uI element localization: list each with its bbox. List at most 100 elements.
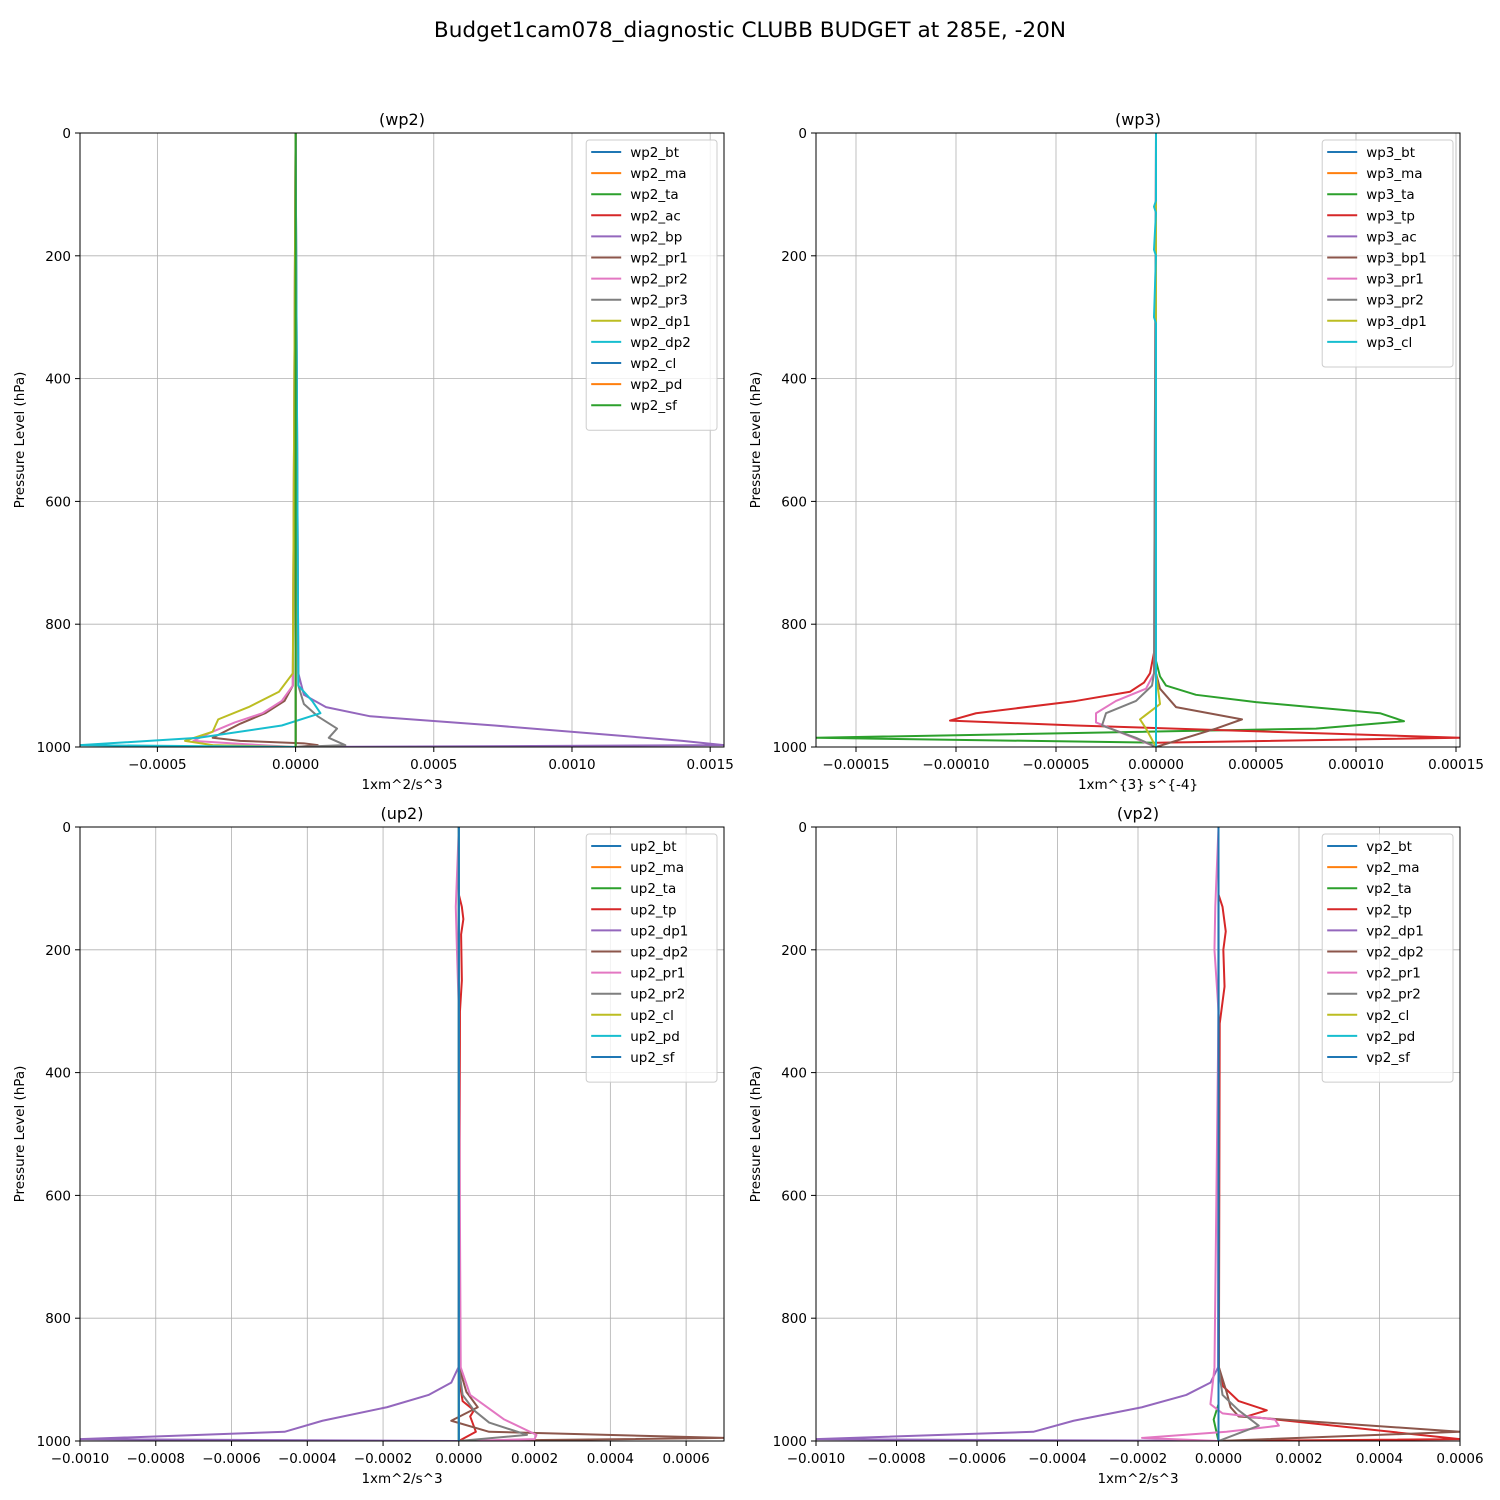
legend-label: wp3_dp1: [1366, 314, 1427, 330]
series-line-wp2_pr1: [211, 133, 319, 747]
legend-label: up2_ma: [630, 860, 684, 876]
series-line-wp3_tp: [949, 133, 1460, 747]
y-axis-label: Pressure Level (hPa): [748, 1066, 764, 1203]
legend: vp2_bt vp2_ma vp2_ta vp2_tp vp2_dp1 vp2_dp2vp…: [1321, 833, 1454, 1083]
y-tick-label: 800: [781, 617, 807, 633]
y-tick-label: 1000: [773, 1434, 807, 1450]
legend-label: wp2_pd: [630, 377, 682, 393]
legend-frame: [1321, 833, 1454, 1083]
x-axis-label: 1xm^2/s^3: [361, 777, 442, 793]
panel-title: (wp3): [1115, 110, 1161, 129]
series-line-wp2_bp: [294, 133, 724, 747]
legend-label: up2_cl: [630, 1008, 674, 1024]
x-tick-label: −0.0002: [1109, 1451, 1168, 1467]
legend-label: wp3_ac: [1366, 229, 1417, 245]
x-tick-label: 0.00010: [1328, 757, 1384, 773]
legend-label: wp2_pr1: [630, 251, 688, 267]
figure-suptitle: Budget1cam078_diagnostic CLUBB BUDGET at…: [434, 18, 1066, 43]
axes-frame: [79, 132, 725, 748]
y-tick-label: 800: [781, 1311, 807, 1327]
series-line-wp2_pr3: [294, 133, 347, 747]
x-tick-label: −0.0004: [1028, 1451, 1087, 1467]
legend-label: up2_dp2: [630, 945, 688, 961]
y-tick-label: 0: [798, 126, 807, 142]
y-axis-label: Pressure Level (hPa): [748, 372, 764, 509]
panel-title: (up2): [381, 804, 424, 823]
chart-panel-2: −0.00015 −0.00010 −0.00005 0.00000 0.00005 0.…: [748, 110, 1484, 793]
legend-label: wp2_sf: [630, 398, 678, 414]
x-tick-label: −0.0010: [51, 1451, 110, 1467]
y-axis-label: Pressure Level (hPa): [12, 372, 28, 509]
legend-label: vp2_pr2: [1366, 987, 1421, 1003]
legend-label: wp2_dp1: [630, 314, 691, 330]
series-line-vp2_dp1: [816, 827, 1220, 1441]
x-tick-label: 0.00015: [1428, 757, 1484, 773]
x-tick-label: −0.0005: [128, 757, 187, 773]
legend-label: wp2_ta: [630, 187, 679, 203]
series-line-wp2_pr2: [192, 133, 297, 747]
series-line-wp3_pr1: [1095, 133, 1157, 747]
x-tick-label: −0.0006: [948, 1451, 1007, 1467]
panel-title: (wp2): [379, 110, 425, 129]
legend-label: up2_tp: [630, 902, 676, 918]
chart-panel-3: −0.0010 −0.0008 −0.0006 −0.0004 −0.0002 0.000…: [12, 804, 725, 1487]
legend-label: vp2_sf: [1366, 1050, 1411, 1066]
series-line-up2_dp2: [450, 827, 724, 1441]
series-line-wp2_dp2: [80, 133, 322, 747]
legend-label: wp2_pr2: [630, 272, 688, 288]
legend-label: wp3_bp1: [1366, 251, 1427, 267]
legend-label: wp2_bp: [630, 229, 682, 245]
x-tick-label: 0.0000: [1195, 1451, 1242, 1467]
x-tick-label: 0.0002: [1275, 1451, 1322, 1467]
x-tick-label: 0.00005: [1228, 757, 1284, 773]
y-tick-label: 200: [781, 943, 807, 959]
legend-frame: [585, 139, 718, 431]
legend-label: vp2_ta: [1366, 881, 1411, 897]
legend-label: up2_pr2: [630, 987, 685, 1003]
x-tick-label: −0.0006: [202, 1451, 261, 1467]
series-line-wp2_dp1: [184, 133, 297, 747]
legend-label: up2_pr1: [630, 966, 685, 982]
legend: up2_bt up2_ma up2_ta up2_tp up2_dp1 up2_dp2up…: [585, 833, 718, 1083]
y-tick-label: 600: [781, 494, 807, 510]
legend-label: wp3_ta: [1366, 187, 1415, 203]
x-tick-label: 0.0010: [548, 757, 595, 773]
x-tick-label: 0.0015: [687, 757, 734, 773]
legend-label: wp3_cl: [1366, 335, 1412, 351]
y-tick-label: 200: [45, 943, 71, 959]
legend-label: up2_pd: [630, 1029, 680, 1045]
x-tick-label: 0.0005: [410, 757, 457, 773]
x-tick-label: 0.0004: [1356, 1451, 1403, 1467]
legend-label: wp3_tp: [1366, 208, 1415, 224]
x-tick-label: −0.0004: [278, 1451, 337, 1467]
series-line-wp3_cl: [1153, 133, 1157, 747]
legend-frame: [1321, 139, 1454, 368]
x-axis-label: 1xm^2/s^3: [1097, 1471, 1178, 1487]
y-tick-label: 600: [781, 1188, 807, 1204]
legend-label: wp3_ma: [1366, 166, 1422, 182]
series-group: [80, 133, 724, 747]
x-tick-label: −0.00005: [1022, 757, 1089, 773]
y-tick-label: 1000: [37, 1434, 71, 1450]
chart-panel-1: −0.0005 0.0000 0.0005 0.0010 0.0015 0 200 400 60…: [12, 110, 734, 793]
legend-label: up2_ta: [630, 881, 676, 897]
legend-label: wp3_pr2: [1366, 293, 1424, 309]
legend-label: wp2_cl: [630, 356, 676, 372]
legend-label: vp2_bt: [1366, 839, 1412, 855]
y-tick-label: 200: [45, 249, 71, 265]
series-line-vp2_pr1: [1141, 827, 1280, 1441]
legend-frame: [585, 833, 718, 1083]
x-tick-label: −0.00010: [922, 757, 989, 773]
y-tick-label: 0: [798, 820, 807, 836]
series-line-up2_dp1: [80, 827, 460, 1441]
axes-frame: [815, 132, 1461, 748]
x-tick-label: 0.0000: [272, 757, 319, 773]
x-tick-label: −0.0008: [126, 1451, 185, 1467]
y-tick-label: 600: [45, 1188, 71, 1204]
y-tick-label: 400: [45, 1066, 71, 1082]
legend: wp2_bt wp2_ma wp2_ta wp2_ac wp2_bp wp2_pr1 wp2…: [585, 139, 718, 431]
series-line-up2_pr2: [457, 827, 529, 1441]
series-group: [816, 133, 1460, 747]
y-tick-label: 1000: [37, 740, 71, 756]
y-tick-label: 0: [62, 126, 71, 142]
